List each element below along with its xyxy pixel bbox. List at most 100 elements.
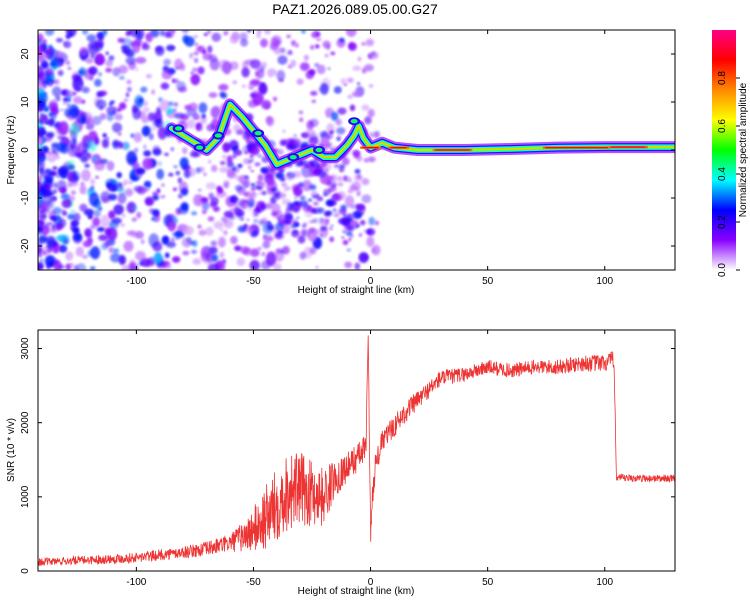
noise-blob [119, 142, 123, 148]
noise-blob [123, 240, 134, 252]
noise-blob [123, 182, 127, 186]
noise-blob [265, 104, 270, 109]
noise-blob [231, 166, 240, 173]
noise-blob [112, 122, 123, 133]
noise-blob [312, 218, 319, 224]
noise-blob [84, 163, 90, 168]
noise-blob [261, 190, 267, 196]
noise-blob [313, 201, 319, 206]
noise-blob [47, 151, 52, 154]
noise-blob [285, 209, 289, 213]
noise-blob [291, 40, 297, 47]
noise-blob [172, 187, 177, 192]
noise-blob [346, 77, 354, 83]
noise-blob [180, 202, 189, 211]
noise-blob [282, 129, 286, 133]
noise-blob [195, 167, 201, 174]
noise-blob [363, 158, 369, 163]
noise-blob [93, 209, 101, 218]
noise-blob [147, 112, 156, 122]
noise-blob [152, 241, 163, 252]
noise-blob [152, 145, 161, 154]
noise-blob [266, 116, 274, 127]
noise-blob [130, 133, 135, 138]
noise-blob [70, 190, 76, 196]
noise-blob [309, 184, 317, 190]
noise-blob [79, 184, 87, 195]
noise-blob [324, 168, 329, 172]
noise-blob [38, 155, 42, 166]
noise-blob [93, 156, 98, 162]
noise-blob [327, 67, 331, 70]
noise-blob [286, 34, 291, 39]
noise-blob [287, 202, 294, 209]
noise-blob [192, 258, 202, 265]
noise-blob [57, 135, 65, 141]
noise-blob [356, 214, 362, 219]
noise-blob [126, 150, 137, 166]
noise-blob [232, 154, 237, 159]
noise-blob [192, 67, 198, 72]
colorbar-label: Normalized spectral amplitude [738, 82, 749, 217]
noise-blob [123, 98, 129, 102]
noise-blob [70, 219, 80, 227]
noise-blob [151, 217, 156, 221]
noise-blob [201, 113, 206, 119]
noise-blob [257, 246, 262, 250]
ridge-blob-core [254, 131, 262, 136]
noise-blob [38, 175, 43, 182]
noise-blob [199, 126, 204, 131]
noise-blob [84, 228, 93, 238]
noise-blob [358, 233, 363, 237]
noise-blob [155, 45, 165, 56]
noise-blob [239, 32, 248, 41]
noise-blob [286, 50, 294, 56]
noise-blob [200, 197, 209, 203]
noise-blob [190, 71, 194, 75]
noise-blob [223, 219, 234, 229]
noise-blob [194, 42, 199, 47]
noise-blob [207, 45, 213, 54]
noise-blob [49, 61, 58, 67]
noise-blob [95, 53, 105, 65]
noise-blob [38, 248, 43, 255]
noise-blob [56, 174, 61, 179]
noise-blob [244, 175, 249, 179]
noise-blob [239, 246, 250, 254]
noise-blob [361, 42, 366, 46]
noise-blob [258, 192, 261, 195]
noise-blob [234, 149, 241, 154]
noise-blob [319, 217, 324, 222]
noise-blob [82, 30, 89, 35]
noise-blob [60, 193, 70, 200]
noise-blob [354, 225, 359, 229]
noise-blob [47, 131, 55, 138]
noise-blob [117, 192, 127, 204]
noise-blob [129, 180, 133, 185]
noise-blob [192, 239, 198, 248]
noise-blob [249, 259, 260, 270]
noise-blob [274, 222, 285, 231]
noise-blob [114, 113, 123, 121]
noise-blob [75, 246, 85, 257]
snr-x-label: Height of straight line (km) [298, 586, 415, 597]
noise-blob [248, 165, 252, 170]
noise-blob [294, 197, 298, 200]
noise-blob [79, 46, 89, 57]
noise-blob [264, 221, 271, 226]
noise-blob [190, 249, 198, 254]
noise-blob [365, 38, 374, 47]
spectrogram-x-label: Height of straight line (km) [298, 285, 415, 296]
noise-blob [126, 201, 137, 214]
noise-blob [205, 252, 215, 263]
noise-blob [145, 74, 152, 79]
noise-blob [226, 161, 235, 168]
noise-blob [260, 260, 271, 270]
noise-blob [142, 41, 148, 49]
x-tick-label: -50 [246, 276, 261, 287]
noise-blob [38, 116, 49, 124]
noise-blob [254, 162, 261, 167]
noise-blob [44, 222, 50, 228]
noise-blob [181, 30, 189, 34]
